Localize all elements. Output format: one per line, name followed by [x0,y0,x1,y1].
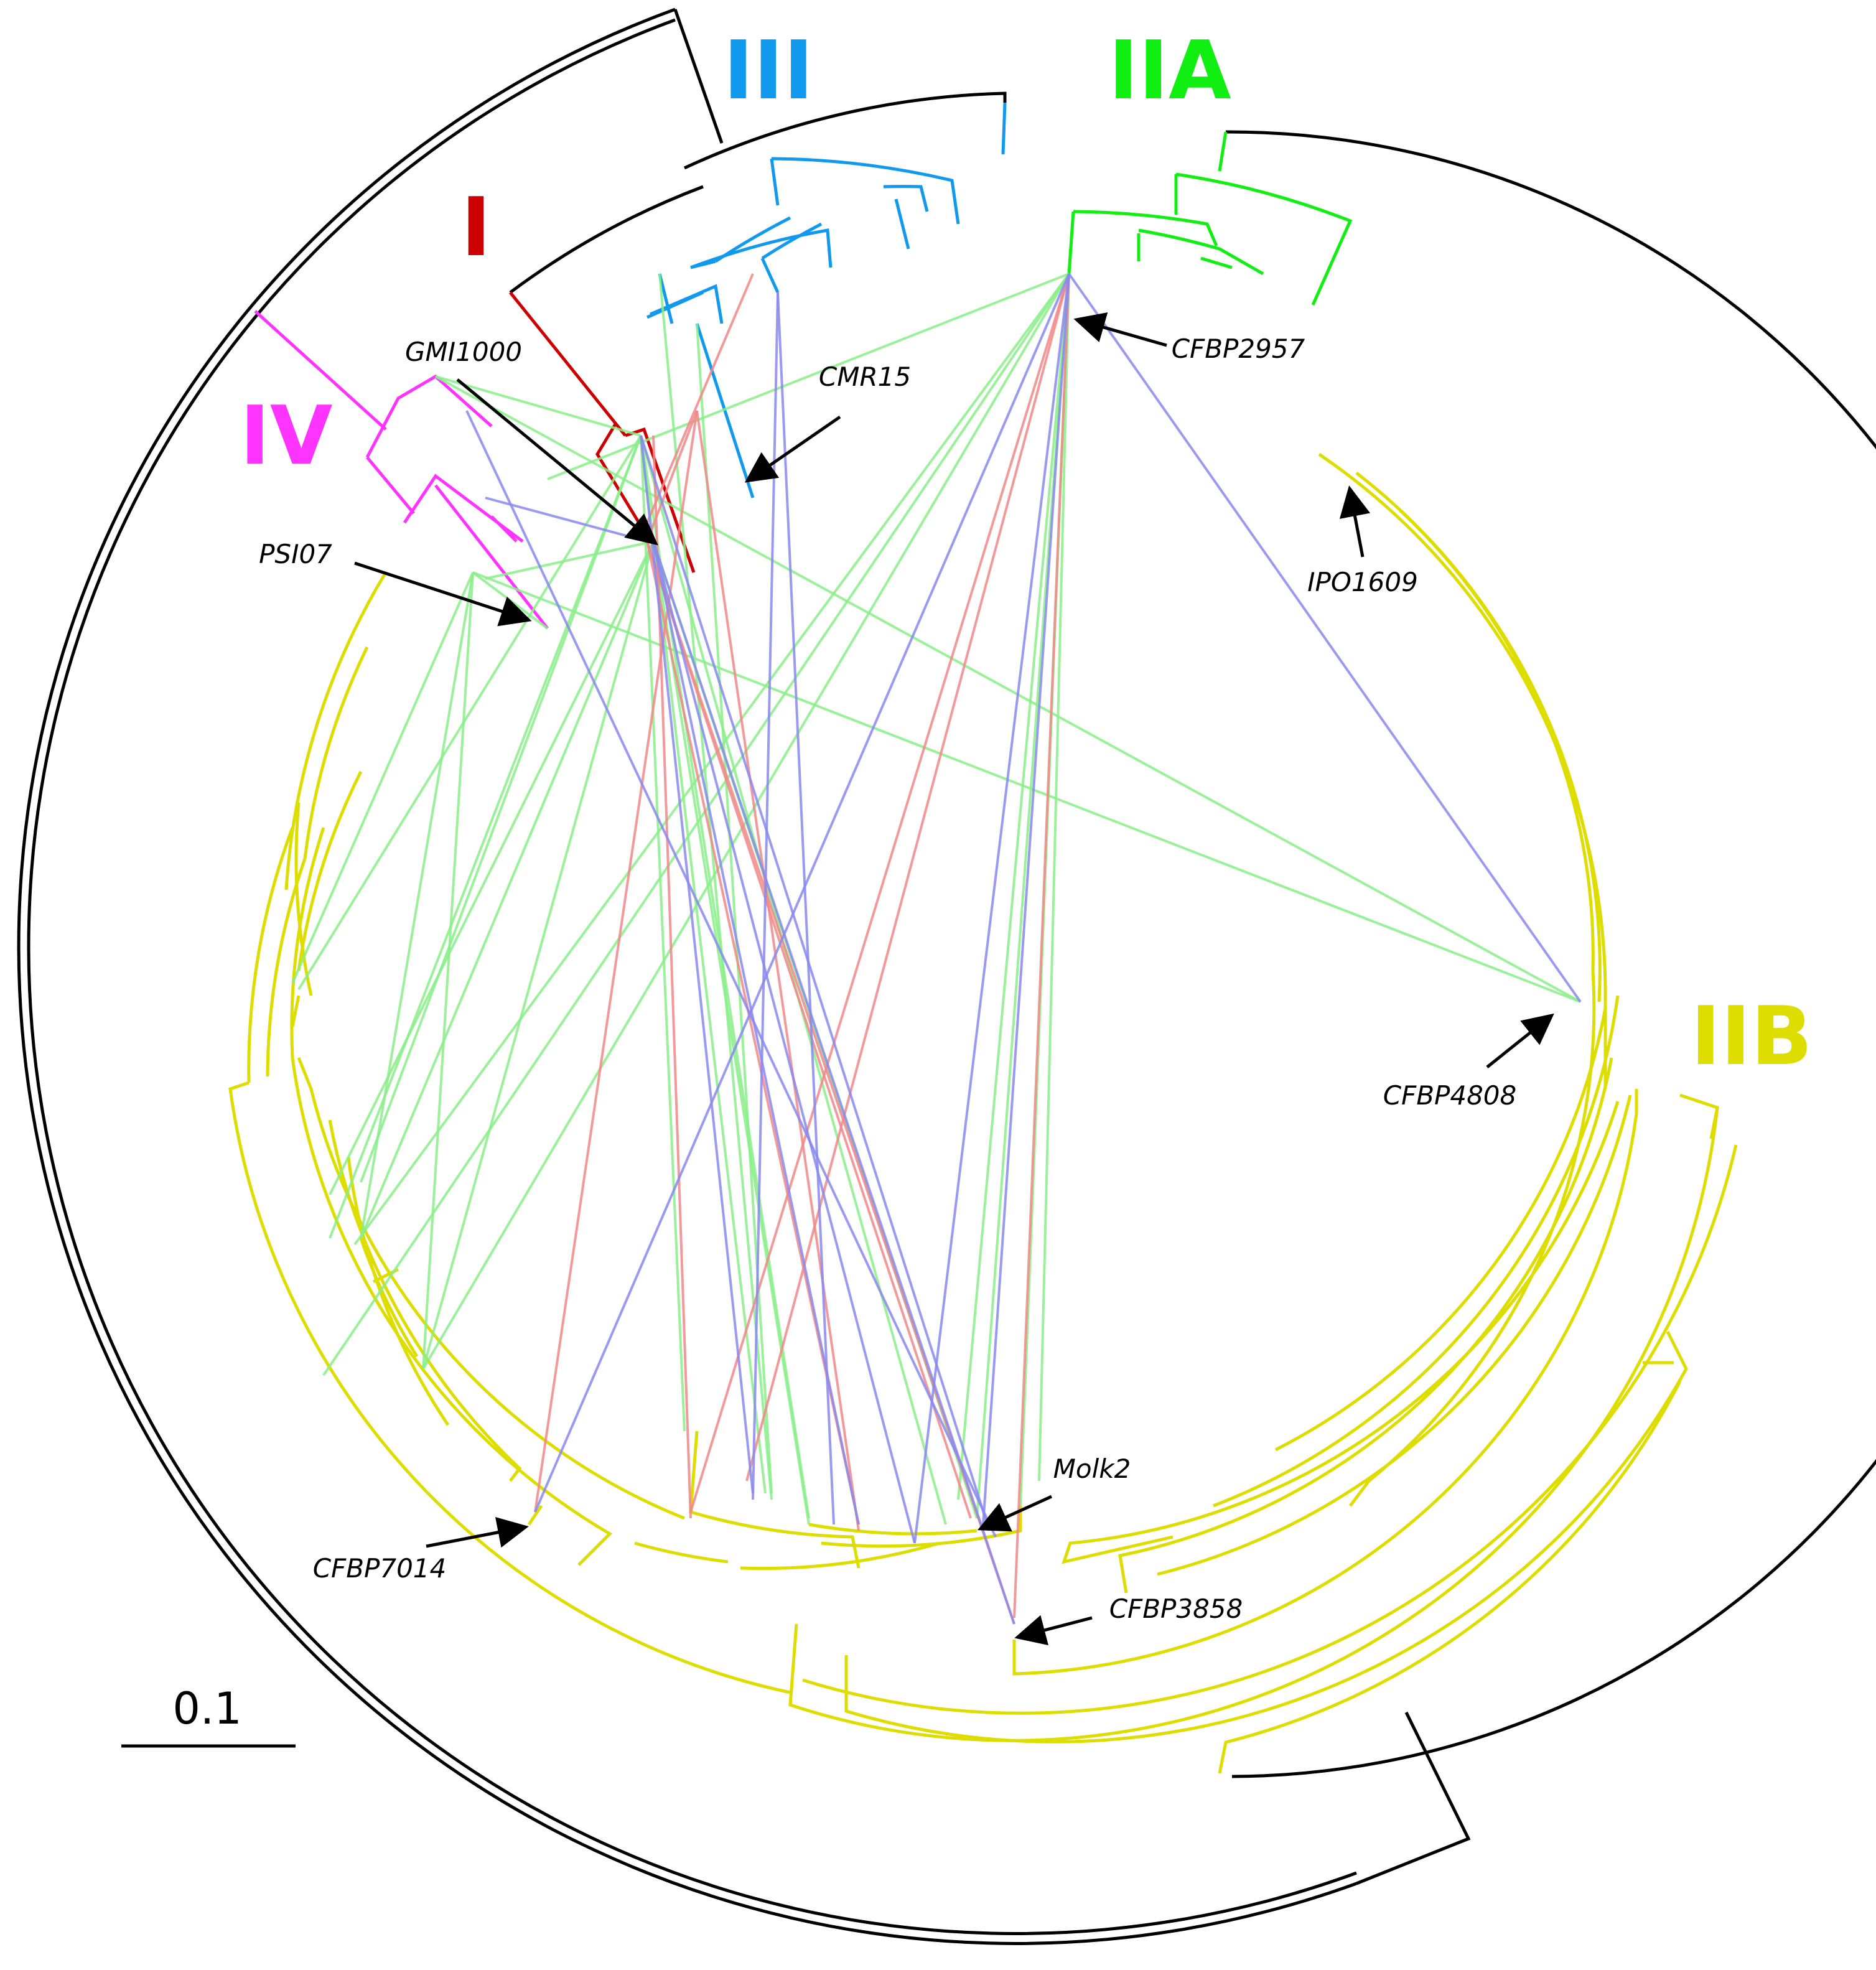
label-cfbp4808: CFBP4808 [1383,1080,1517,1111]
label-cfbp7014: CFBP7014 [313,1553,447,1584]
phylotype-labels: III IIA I IV IIB [240,23,1813,1083]
arrow-cmr15 [744,415,841,483]
root-stub-bottom [1356,1711,1471,1885]
label-phylotype-iia: IIA [1108,23,1231,118]
annotation-arrows [354,312,1554,1646]
arrow-psi07 [354,561,532,627]
arrow-cfbp4808 [1486,1013,1554,1068]
label-phylotype-i: I [461,180,491,274]
arrow-molk2 [977,1495,1053,1532]
arrow-cfbp2957 [1073,312,1167,347]
scale-bar-label: 0.1 [172,1683,241,1734]
label-molk2: Molk2 [1053,1454,1131,1484]
strain-labels: GMI1000 CMR15 CFBP2957 PSI07 IPO1609 CFB… [259,334,1516,1624]
scale-bar: 0.1 [121,1683,296,1748]
i-iv-arc [509,185,704,294]
label-psi07: PSI07 [259,539,332,569]
arrow-cfbp3858 [1014,1615,1093,1646]
label-cfbp2957: CFBP2957 [1172,334,1305,364]
label-gmi1000: GMI1000 [405,337,522,367]
clade-iib [228,452,1738,1774]
outer-tree [17,7,1876,1945]
clade-iia [1067,131,1353,306]
green-links [291,273,1581,1525]
cross-links [291,273,1582,1625]
blue-links [465,273,1582,1625]
arrow-cfbp7014 [426,1517,529,1548]
clade-iii [646,102,1007,498]
label-phylotype-iii: III [723,23,813,118]
outer-ring-outer [17,7,1357,1945]
ii-arc [1225,130,1876,1778]
arrow-gmi1000 [456,378,658,546]
label-phylotype-iv: IV [240,388,333,483]
root-stub-top [673,9,724,144]
label-cmr15: CMR15 [819,362,911,392]
arrow-ipo1609 [1339,485,1371,558]
label-cfbp3858: CFBP3858 [1109,1594,1243,1624]
label-ipo1609: IPO1609 [1307,567,1418,597]
label-phylotype-iib: IIB [1691,989,1813,1083]
iii-stem [683,91,1007,170]
outer-ring-inner [27,18,1357,1935]
